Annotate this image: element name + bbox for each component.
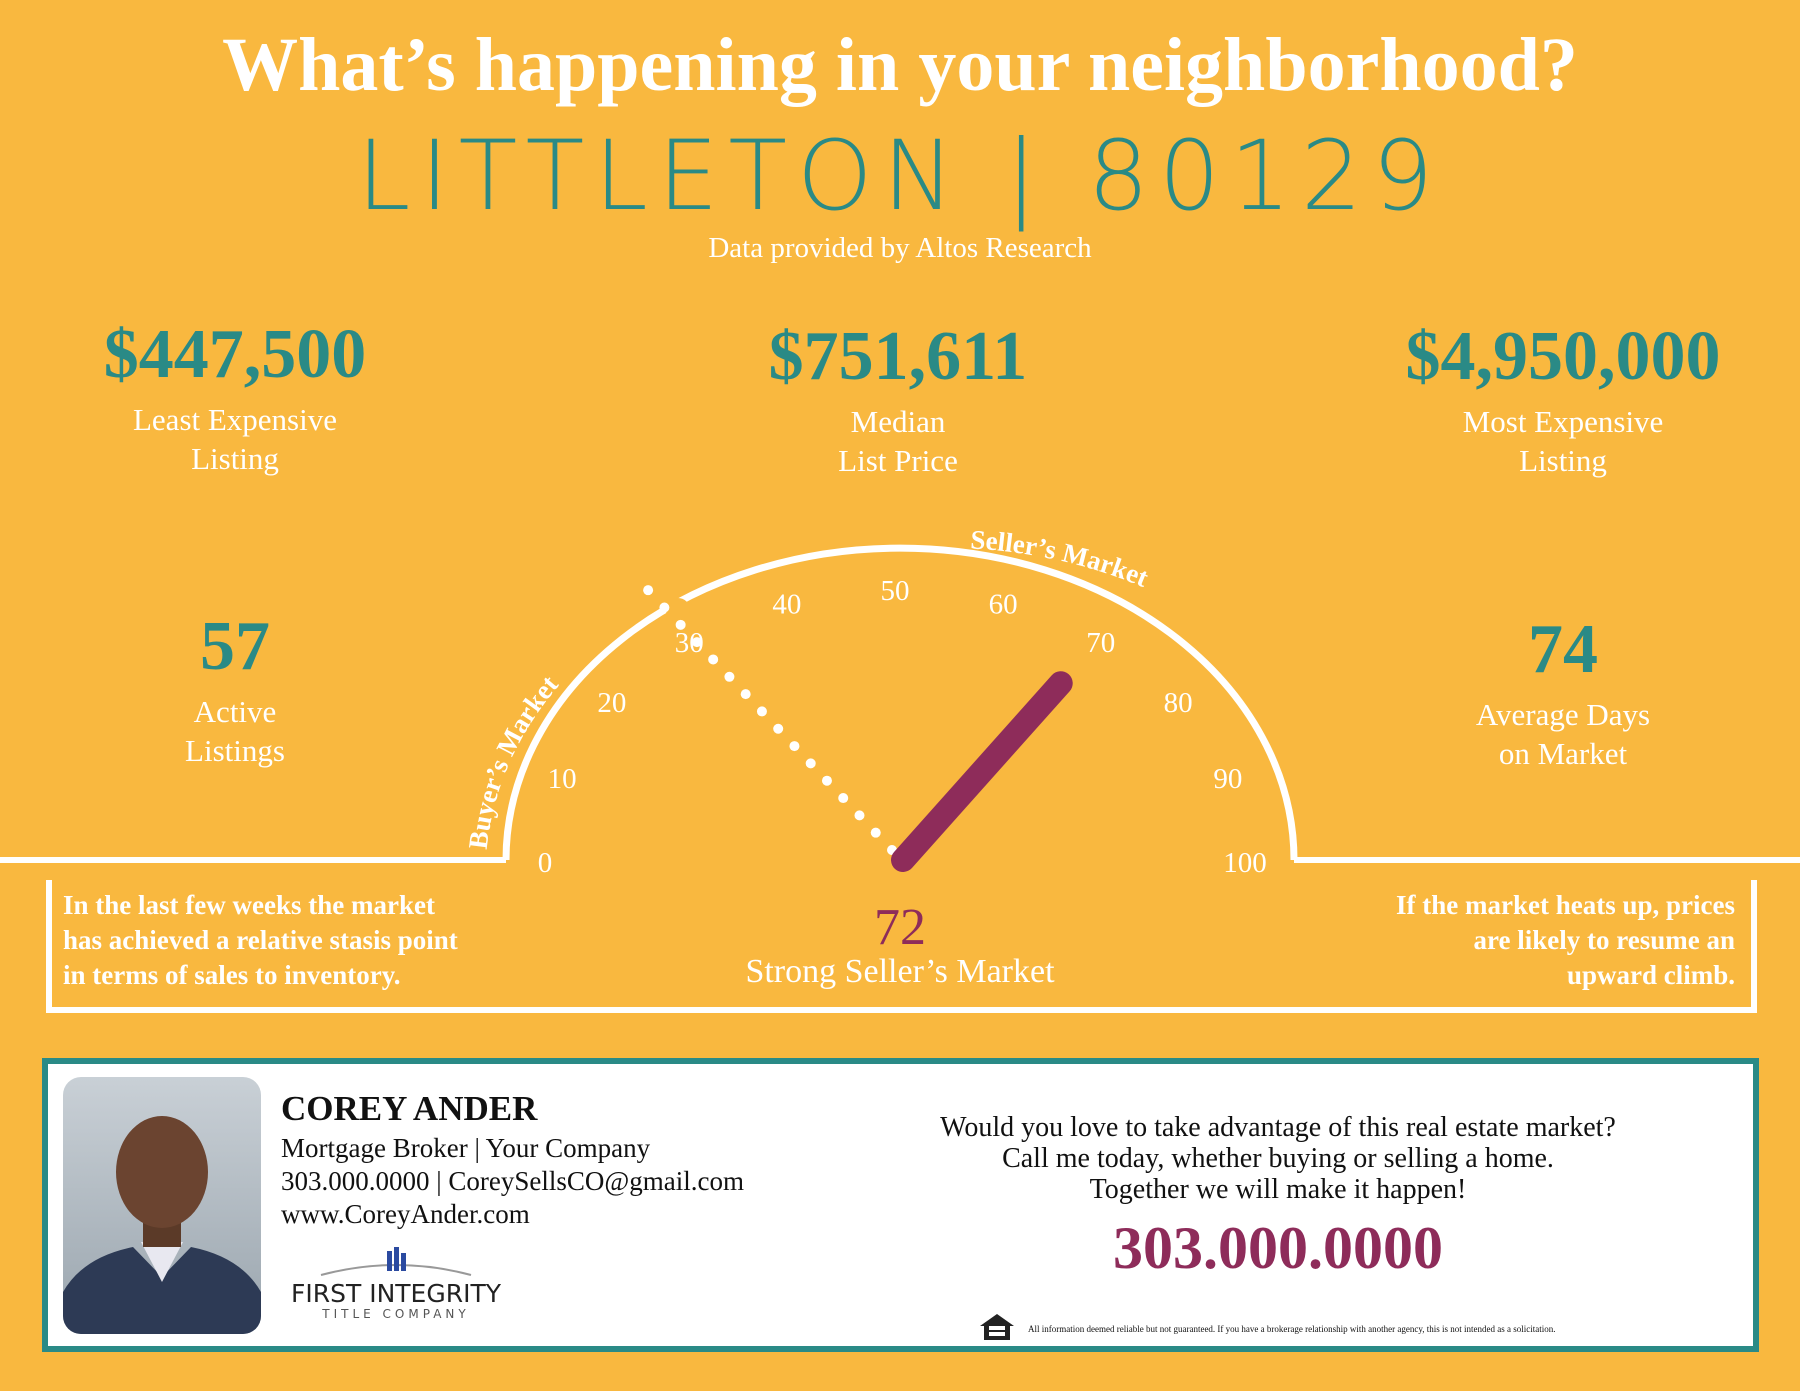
disclaimer: All information deemed reliable but not …	[1028, 1324, 1556, 1334]
page-title: What’s happening in your neighborhood?	[222, 23, 1578, 107]
threshold-dot	[789, 741, 800, 752]
gauge-tick-label: 50	[881, 575, 910, 607]
gauge-tick-label: 40	[772, 588, 801, 620]
phone-number[interactable]: 303.000.0000	[1113, 1215, 1443, 1281]
stat-label: Least Expensive	[132, 402, 337, 437]
stat-label: List Price	[838, 443, 958, 478]
stat-label: Listing	[191, 441, 279, 476]
agent-photo	[63, 1077, 261, 1334]
note-right: If the market heats up, prices are likel…	[1396, 888, 1735, 993]
agent-name: COREY ANDER	[281, 1089, 538, 1128]
threshold-dot	[691, 637, 702, 648]
stat-median: $751,611 Median List Price	[648, 322, 1148, 480]
threshold-dot	[740, 689, 751, 700]
pitch-line: Would you love to take advantage of this…	[940, 1112, 1616, 1143]
stat-label: Most Expensive	[1462, 404, 1664, 439]
note-line: are likely to resume an	[1473, 925, 1735, 955]
pitch-text: Would you love to take advantage of this…	[828, 1112, 1728, 1205]
data-source: Data provided by Altos Research	[708, 232, 1092, 264]
note-line: has achieved a relative stasis point	[63, 925, 458, 955]
gauge-tick-label: 90	[1213, 763, 1242, 795]
note-line: in terms of sales to inventory.	[63, 960, 401, 990]
gauge-arc	[502, 544, 1298, 861]
stat-value: $4,950,000	[1405, 318, 1721, 395]
gauge-tick-label: 30	[675, 627, 704, 659]
logo-sub: TITLE COMPANY	[322, 1307, 470, 1321]
gauge-tick-label: 70	[1086, 627, 1115, 659]
threshold-dot	[675, 619, 686, 630]
logo-main: FIRST INTEGRITY	[290, 1279, 501, 1308]
threshold-dot	[659, 602, 670, 613]
threshold-dot	[643, 585, 654, 596]
logo-bars-icon	[320, 1247, 472, 1276]
threshold-dot	[838, 793, 849, 804]
gauge-score: 72	[874, 899, 926, 956]
threshold-dot	[854, 810, 865, 821]
stat-label: Median	[850, 404, 946, 439]
agent-title: Mortgage Broker | Your Company	[281, 1133, 651, 1163]
gauge-tick-label: 80	[1164, 687, 1193, 719]
gauge-tick-label: 20	[597, 687, 626, 719]
stat-most-expensive: $4,950,000 Most Expensive Listing	[1313, 322, 1800, 480]
note-left: In the last few weeks the market has ach…	[63, 888, 458, 993]
threshold-dot	[708, 654, 719, 665]
note-line: If the market heats up, prices	[1396, 890, 1735, 920]
location-title: LITTLETON | 80129	[356, 120, 1444, 232]
stat-value: 74	[1528, 611, 1598, 688]
stat-label: Listing	[1519, 443, 1607, 478]
stat-label: Active	[193, 694, 277, 729]
threshold-dot	[773, 723, 784, 734]
gauge-tick-label: 10	[548, 763, 577, 795]
note-line: In the last few weeks the market	[63, 890, 435, 920]
person-icon	[63, 1116, 261, 1334]
stat-days-on-market: 74 Average Days on Market	[1313, 615, 1800, 773]
stat-value: $751,611	[768, 318, 1028, 395]
stat-value: $447,500	[103, 316, 367, 393]
company-logo: FIRST INTEGRITY TITLE COMPANY	[281, 1247, 511, 1321]
gauge-tick-label: 0	[538, 847, 553, 879]
stat-value: 57	[200, 608, 270, 685]
gauge-tick-label: 60	[989, 588, 1018, 620]
threshold-dot	[870, 827, 881, 838]
pitch-line: Together we will make it happen!	[1089, 1174, 1467, 1205]
pitch-line: Call me today, whether buying or selling…	[1002, 1143, 1554, 1174]
threshold-dot	[756, 706, 767, 717]
gauge-tick-label: 100	[1223, 847, 1267, 879]
stat-label: Average Days	[1475, 697, 1651, 732]
stat-label: on Market	[1498, 736, 1628, 771]
agent-contact[interactable]: 303.000.0000 | CoreySellsCO@gmail.com	[281, 1166, 744, 1196]
arc-gap	[666, 598, 690, 622]
gauge-needle	[891, 671, 1073, 872]
frame-line-left	[0, 857, 1800, 1013]
stat-active-listings: 57 Active Listings	[0, 612, 485, 770]
stat-least-expensive: $447,500 Least Expensive Listing	[0, 320, 485, 478]
threshold-dot	[724, 671, 735, 682]
buyers-market-label: Buyer’s Market	[463, 670, 564, 851]
threshold-dot	[821, 775, 832, 786]
agent-card: COREY ANDER Mortgage Broker | Your Compa…	[42, 1058, 1759, 1352]
gauge-score-label: Strong Seller’s Market	[745, 953, 1055, 990]
equal-housing-icon	[980, 1314, 1014, 1340]
threshold-dot	[805, 758, 816, 769]
agent-website[interactable]: www.CoreyAnder.com	[281, 1199, 530, 1229]
threshold-dotted-line	[643, 585, 897, 855]
stat-label: Listings	[185, 733, 285, 768]
note-line: upward climb.	[1566, 960, 1735, 990]
